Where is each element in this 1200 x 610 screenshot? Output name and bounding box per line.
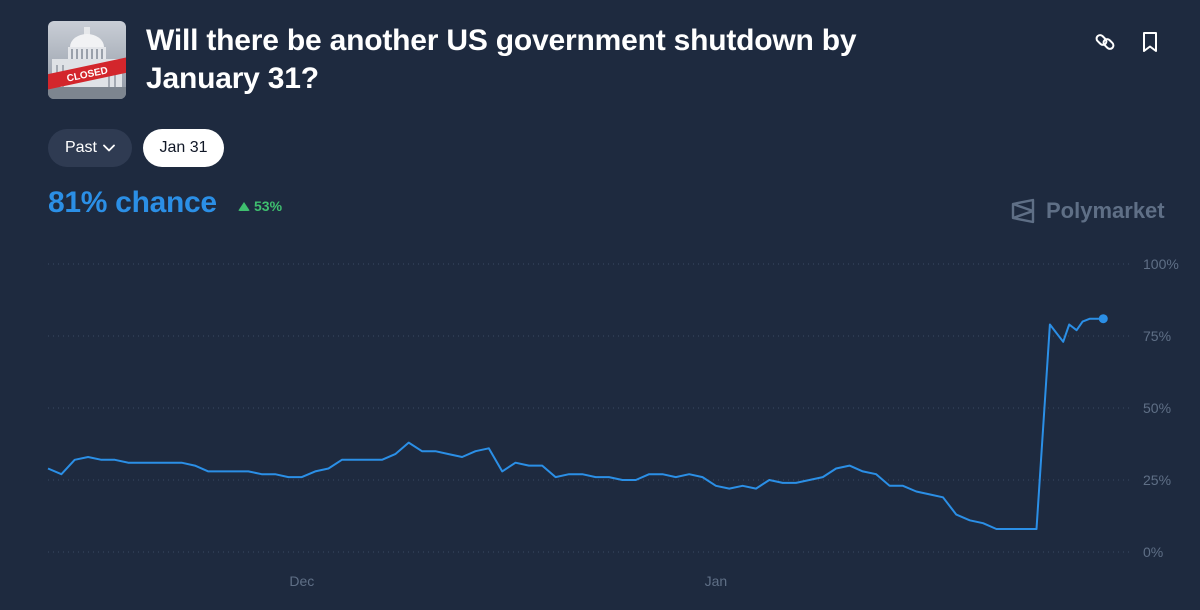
chevron-down-icon: [103, 139, 115, 157]
y-tick-label: 100%: [1143, 256, 1179, 272]
bookmark-icon: [1143, 32, 1157, 52]
latest-point: [1098, 314, 1108, 324]
market-thumbnail: CLOSED: [48, 21, 126, 99]
y-axis-ticks: 0% 25% 50% 75% 100%: [1143, 256, 1179, 560]
x-tick-label: Dec: [289, 573, 314, 589]
triangle-up-icon: [238, 201, 250, 211]
bookmark-button[interactable]: [1138, 30, 1162, 54]
chance-value: 81% chance: [48, 186, 217, 219]
change-value: 53%: [254, 198, 283, 214]
past-dropdown-label: Past: [64, 139, 97, 156]
polymarket-watermark: Polymarket: [1010, 198, 1165, 224]
market-title: Will there be another US government shut…: [146, 24, 857, 95]
polymarket-logo-icon: [1011, 198, 1035, 224]
chart-grid: [48, 263, 1130, 553]
x-axis-ticks: Dec Jan: [289, 573, 727, 589]
link-button[interactable]: [1093, 30, 1117, 54]
date-option-selected[interactable]: Jan 31: [143, 129, 224, 167]
x-tick-label: Jan: [705, 573, 728, 589]
change-badge: 53%: [238, 198, 282, 214]
link-icon: [1095, 34, 1115, 50]
y-tick-label: 75%: [1143, 328, 1171, 344]
series-line: [47, 317, 1104, 530]
chart-series: [47, 314, 1108, 530]
date-option-label: Jan 31: [159, 139, 208, 156]
y-tick-label: 0%: [1143, 544, 1163, 560]
y-tick-label: 50%: [1143, 400, 1171, 416]
brand-name: Polymarket: [1046, 198, 1165, 223]
y-tick-label: 25%: [1143, 472, 1171, 488]
past-dropdown[interactable]: Past: [48, 129, 132, 167]
probability-chart: 0% 25% 50% 75% 100% Dec Jan: [47, 256, 1179, 589]
